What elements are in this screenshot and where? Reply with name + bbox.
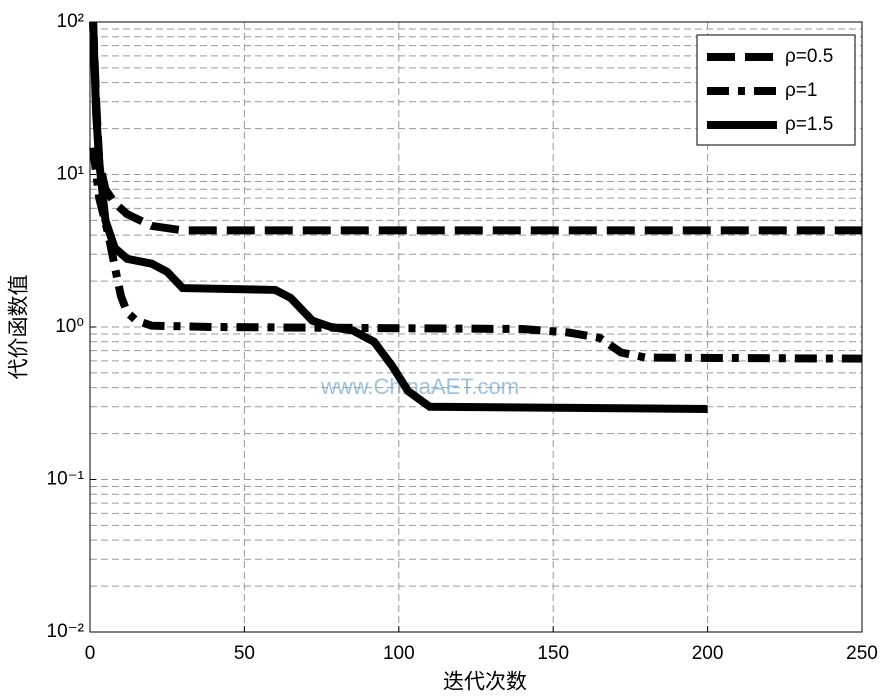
x-tick-label: 100	[383, 643, 415, 664]
y-tick-label: 10⁻²	[47, 621, 85, 642]
x-tick-label: 0	[85, 643, 96, 664]
y-tick-label: 10⁻¹	[47, 469, 85, 490]
x-tick-label: 250	[846, 643, 878, 664]
series-line	[89, 147, 863, 363]
series-line	[89, 21, 708, 413]
legend: ρ=0.5 ρ=1 ρ=1.5	[696, 34, 856, 146]
x-tick-label: 200	[692, 643, 724, 664]
x-tick-label: 150	[537, 643, 569, 664]
y-tick-label: 10⁰	[55, 316, 84, 337]
y-tick-label: 10¹	[57, 164, 84, 185]
x-tick-label: 50	[234, 643, 255, 664]
legend-label: ρ=1	[785, 80, 817, 101]
legend-label: ρ=0.5	[785, 46, 833, 67]
plot-frame	[89, 21, 863, 633]
legend-label: ρ=1.5	[785, 114, 833, 135]
x-axis-label: 迭代次数	[443, 671, 527, 694]
y-tick-label: 10²	[57, 11, 84, 32]
y-axis-label: 代价函数值	[8, 275, 31, 380]
